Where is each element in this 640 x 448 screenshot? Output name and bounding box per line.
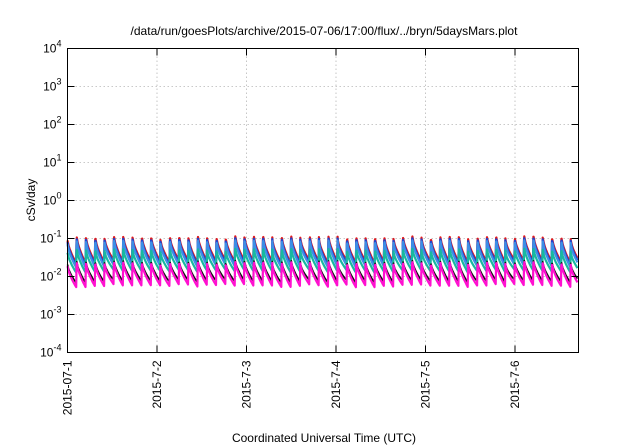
axis-ticks: [67, 48, 579, 353]
y-tick-label: 101: [43, 153, 61, 170]
series-line-3: [66, 239, 579, 269]
y-tick-label: 103: [43, 77, 61, 94]
y-tick-label: 10-4: [40, 343, 61, 360]
y-tick-label: 104: [43, 39, 61, 56]
grid: [67, 48, 579, 353]
y-tick-labels: 10-4 10-3 10-2 10-1 100 101 102 103 104: [40, 39, 61, 360]
y-axis-label: cSv/day: [24, 179, 38, 222]
y-tick-label: 10-1: [40, 229, 61, 246]
x-tick-label: 2015-7-5: [419, 360, 433, 408]
y-tick-label: 10-3: [40, 305, 61, 322]
x-tick-label: 2015-07-1: [61, 360, 75, 415]
x-tick-label: 2015-7-3: [240, 360, 254, 408]
x-tick-label: 2015-7-2: [150, 360, 164, 408]
series-group: [66, 235, 579, 289]
series-line-6: [66, 261, 579, 289]
chart-title: /data/run/goesPlots/archive/2015-07-06/1…: [131, 24, 519, 38]
series-line-4: [66, 247, 579, 274]
y-tick-label: 10-2: [40, 267, 61, 284]
y-tick-label: 100: [43, 191, 61, 208]
x-tick-labels: 2015-07-1 2015-7-2 2015-7-3 2015-7-4 2015-7-…: [61, 360, 523, 415]
x-tick-label: 2015-7-4: [329, 360, 343, 408]
x-tick-label: 2015-7-6: [508, 360, 522, 408]
x-axis-label: Coordinated Universal Time (UTC): [232, 431, 416, 445]
y-tick-label: 102: [43, 115, 61, 132]
